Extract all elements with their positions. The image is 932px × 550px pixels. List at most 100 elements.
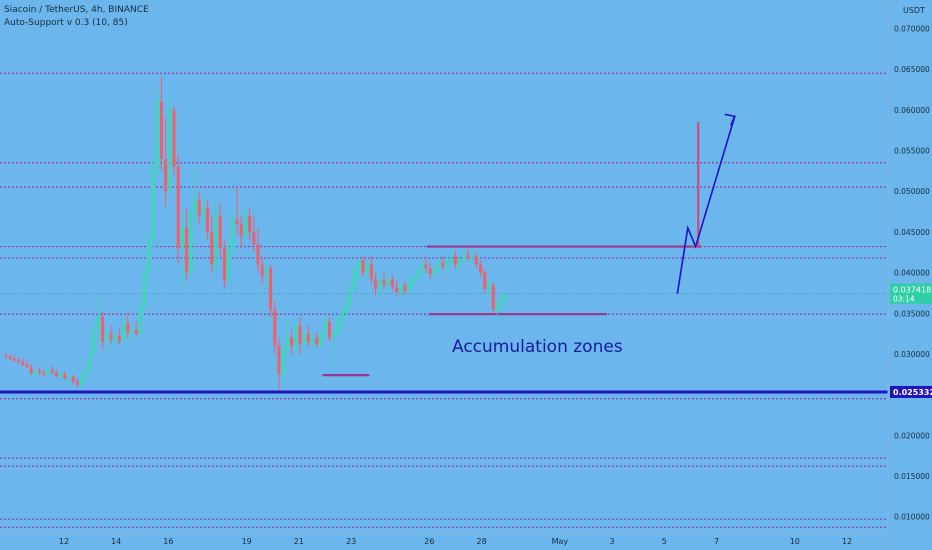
candle-body [67,376,71,379]
candle-body [474,256,478,265]
candle-body [273,309,277,346]
candle-body [222,248,226,281]
support-price-tag [890,385,932,398]
projection-path [676,116,736,294]
candle-body [210,231,214,265]
candle-body [290,337,294,346]
candle-body [361,260,365,273]
candle-body [445,261,449,267]
axis-currency-label: USDT [903,6,925,15]
x-tick-label: 16 [163,537,173,546]
candle-body [17,360,21,363]
candle-body [80,376,84,385]
candle-body [38,371,42,373]
candle-body [96,317,100,330]
candle-body [348,288,352,306]
x-tick-label: 10 [790,537,800,546]
candle-body [12,358,16,361]
candle-body [353,268,357,289]
x-tick-label: May [552,537,569,546]
x-tick-label: 14 [111,537,121,546]
candle-body [138,305,142,334]
x-tick-label: 7 [714,537,719,546]
candle-body [101,317,105,342]
candle-body [54,372,58,376]
candle-body [462,254,466,260]
indicator-title: Auto-Support v 0.3 (10, 85) [4,18,128,28]
annotation-text: Accumulation zones [452,337,623,357]
candle-body [92,329,96,354]
candle-body [143,272,147,306]
candle-body [8,356,12,359]
candle-body [214,215,218,265]
candle-body [500,298,504,304]
candle-body [399,285,403,293]
candle-body [491,284,495,310]
x-tick-label: 3 [610,537,615,546]
candle-body [29,366,33,374]
candle-body [189,211,193,273]
candle-body [130,329,134,333]
y-tick-label: 0.030000 [894,350,930,359]
candle-body [424,264,428,269]
candle-body [487,284,491,289]
candle-body [248,215,252,232]
y-tick-label: 0.050000 [894,187,930,196]
candle-body [71,376,75,382]
candle-body [172,109,176,167]
candle-body [42,372,46,375]
x-tick-label: 26 [424,537,434,546]
candle-body [75,381,79,385]
candle-body [176,166,180,249]
candle-body [390,279,394,288]
candle-body [164,158,168,192]
candle-body [340,313,344,322]
candle-body [306,333,310,342]
candle-body [46,370,50,375]
candle-body [479,264,483,273]
candle-body [382,280,386,285]
x-tick-label: 5 [662,537,667,546]
candle-body [453,256,457,265]
projection-arrow-head [724,113,736,126]
candle-body [432,267,436,275]
x-tick-label: 12 [842,537,852,546]
candle-body [298,325,302,345]
candle-body [277,345,281,375]
y-tick-label: 0.035000 [894,309,930,318]
candle-body [365,264,369,273]
candle-body [227,248,231,281]
y-tick-label: 0.045000 [894,228,930,237]
candle-body [88,353,92,369]
candle-body [470,256,474,258]
candle-body [260,264,264,277]
candle-body [252,231,256,245]
candle-body [332,333,336,338]
candle-body [168,109,172,192]
candle-body [122,323,126,341]
candle-body [63,374,67,379]
y-tick-label: 0.065000 [894,65,930,74]
candle-body [411,276,415,283]
candle-body [302,333,306,345]
candle-body [231,219,235,249]
candle-body [483,272,487,289]
candle-body [336,321,340,334]
candle-body [323,321,327,334]
candle-body [311,337,315,342]
candle-body [185,227,189,273]
candle-body [403,285,407,291]
candle-body [428,268,432,275]
x-tick-label: 21 [294,537,304,546]
candle-body [159,101,163,159]
candle-body [294,325,298,346]
candle-body [256,244,260,265]
candle-body [134,329,138,334]
chart-header: Siacoin / TetherUS, 4h, BINANCE Auto-Sup… [4,4,149,30]
candle-body [206,207,210,232]
candle-body [441,262,445,267]
candle-body [21,362,25,365]
candle-body [109,333,113,340]
